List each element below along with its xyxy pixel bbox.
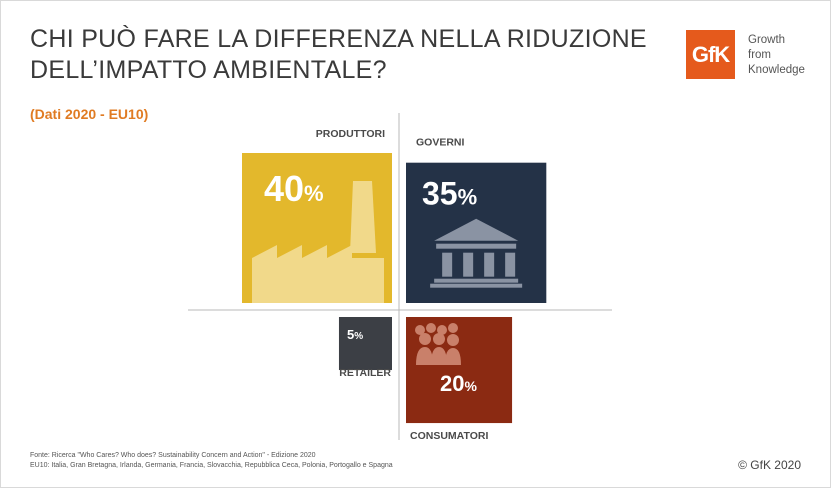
government-building-icon — [430, 218, 523, 288]
gfk-tagline: Growth from Knowledge — [748, 33, 805, 78]
data-subtitle: (Dati 2020 - EU10) — [30, 106, 149, 122]
person-body — [416, 347, 433, 365]
person-body — [445, 348, 461, 365]
person-head — [419, 333, 431, 345]
person-head — [437, 325, 447, 335]
tagline-line-1: Growth — [748, 34, 786, 46]
category-label-governi: GOVERNI — [416, 137, 465, 149]
factory-icon — [252, 181, 384, 303]
gfk-logo: GfK — [686, 30, 735, 79]
people-group-icon — [415, 323, 461, 365]
person-head — [447, 334, 459, 346]
building-roof — [434, 218, 519, 241]
value-label-governi: 35% — [422, 176, 477, 212]
category-label-consumatori: CONSUMATORI — [410, 430, 488, 442]
building-base — [430, 283, 523, 288]
building-step — [434, 278, 519, 283]
bar-retailer-square — [338, 317, 392, 371]
tagline-line-2: from — [748, 49, 771, 61]
value-number: 20 — [440, 371, 464, 396]
value-number: 35 — [422, 176, 458, 212]
person-head — [433, 333, 445, 345]
value-unit: % — [354, 331, 363, 342]
tagline-line-3: Knowledge — [748, 64, 805, 76]
page-title: CHI PUÒ FARE LA DIFFERENZA NELLA RIDUZIO… — [30, 24, 670, 86]
person-body — [431, 347, 447, 365]
value-label-produttori: 40% — [264, 168, 324, 209]
building-column — [505, 252, 516, 277]
value-unit: % — [304, 181, 324, 206]
value-unit: % — [464, 378, 477, 394]
title-line-1: CHI PUÒ FARE LA DIFFERENZA NELLA RIDUZIO… — [30, 25, 647, 53]
person-head — [426, 323, 436, 333]
bar-governi: 35% GOVERNI — [406, 137, 547, 303]
category-label-retailer: RETAILER — [339, 367, 391, 379]
bar-retailer: 5% RETAILER — [338, 317, 392, 379]
category-label-produttori: PRODUTTORI — [316, 128, 385, 140]
title-line-2: DELL’IMPATTO AMBIENTALE? — [30, 56, 387, 84]
building-column — [442, 252, 453, 277]
value-unit: % — [458, 185, 478, 210]
value-number: 5 — [347, 327, 354, 342]
factory-chimney — [350, 181, 376, 253]
footer-note: EU10: Italia, Gran Bretagna, Irlanda, Ge… — [30, 462, 393, 469]
building-frieze — [436, 243, 517, 249]
building-column — [463, 252, 474, 277]
copyright: © GfK 2020 — [738, 458, 801, 472]
bar-consumatori: 20% CONSUMATORI — [406, 317, 513, 442]
building-column — [484, 252, 495, 277]
person-head — [448, 323, 458, 333]
footer-source: Fonte: Ricerca "Who Cares? Who does? Sus… — [30, 452, 316, 459]
footer-notes: Fonte: Ricerca "Who Cares? Who does? Sus… — [30, 451, 393, 471]
value-label-retailer: 5% — [347, 327, 363, 342]
value-label-consumatori: 20% — [440, 371, 477, 396]
factory-body — [252, 245, 384, 303]
bar-produttori: 40% PRODUTTORI — [242, 128, 392, 303]
value-number: 40 — [264, 168, 304, 209]
person-head — [415, 325, 425, 335]
